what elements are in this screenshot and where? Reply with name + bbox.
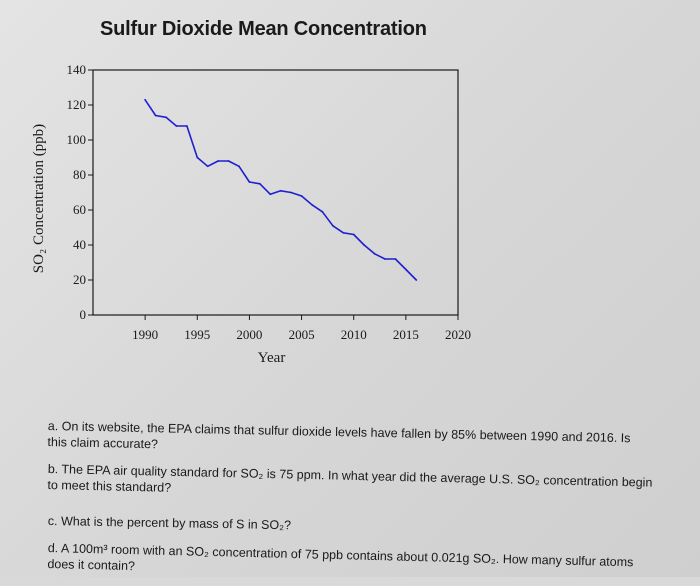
data-point (311, 203, 313, 206)
data-point (238, 165, 240, 168)
x-tick-label: 2015 (393, 327, 419, 342)
data-point (206, 165, 209, 168)
x-axis-ticks: 1990 1995 2000 2005 2010 2015 2020 (132, 315, 471, 342)
data-point (415, 279, 418, 281)
data-point (196, 156, 199, 159)
question-c-text: c. What is the percent by mass of S in S… (47, 513, 292, 533)
data-point (404, 268, 407, 271)
data-point (321, 210, 324, 213)
x-tick-label: 2000 (236, 327, 262, 342)
y-tick-label: 140 (67, 62, 87, 77)
data-point (185, 125, 188, 127)
x-tick-label: 2020 (445, 327, 471, 342)
y-tick-label: 0 (80, 307, 87, 322)
data-point (290, 191, 293, 194)
data-point (384, 258, 386, 260)
data-point (279, 189, 282, 192)
data-point (394, 258, 397, 260)
data-point (269, 193, 272, 196)
y-tick-label: 20 (73, 272, 86, 287)
data-point (300, 195, 303, 197)
data-point (217, 160, 220, 162)
data-point (144, 98, 147, 101)
y-axis-label: SO₂ Concentration (ppb) (31, 124, 47, 273)
data-point (258, 182, 261, 185)
chart-series (144, 98, 418, 281)
x-axis-label: Year (258, 350, 286, 366)
chart-axes (92, 69, 459, 316)
y-tick-label: 100 (67, 132, 87, 147)
plot-frame (92, 69, 459, 316)
y-tick-label: 80 (73, 167, 86, 182)
data-point (165, 116, 167, 119)
x-tick-label: 1990 (132, 327, 158, 342)
data-point (175, 125, 178, 127)
data-point (331, 224, 334, 227)
data-point (342, 231, 345, 234)
x-tick-label: 2005 (289, 327, 315, 342)
y-tick-label: 120 (67, 97, 87, 112)
x-tick-label: 1995 (184, 327, 210, 342)
x-tick-label: 2010 (341, 327, 367, 342)
y-tick-label: 60 (73, 202, 86, 217)
data-point (154, 114, 157, 117)
y-tick-label: 40 (73, 237, 86, 252)
y-axis-ticks: 0 20 40 60 80 100 120 140 (67, 62, 93, 322)
so2-line-chart: 0 20 40 60 80 100 120 140 1990 1995 2000 2005 2010 2… (31, 62, 471, 366)
data-point (227, 160, 230, 162)
data-point (373, 252, 376, 255)
chart-title: Sulfur Dioxide Mean Concentration (100, 18, 427, 40)
data-point (363, 244, 366, 246)
data-point (248, 181, 251, 183)
data-point (352, 233, 355, 236)
